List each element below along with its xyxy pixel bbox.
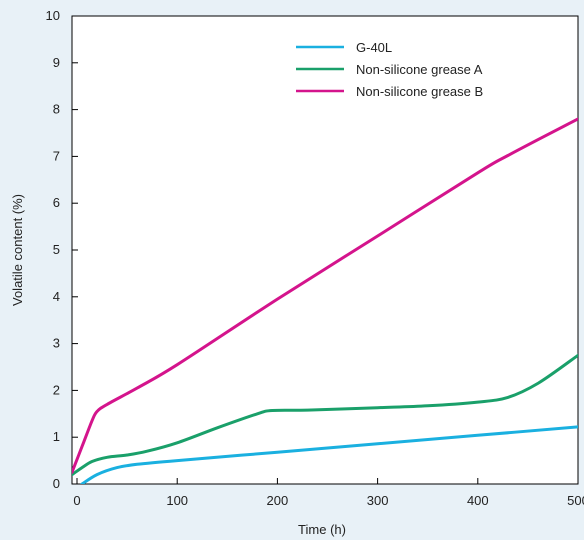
x-tick-label: 200 xyxy=(267,493,289,508)
legend-label: Non-silicone grease A xyxy=(356,62,483,77)
x-tick-label: 100 xyxy=(166,493,188,508)
y-tick-label: 2 xyxy=(53,382,60,397)
x-tick-label: 300 xyxy=(367,493,389,508)
y-tick-label: 3 xyxy=(53,336,60,351)
series-line-1 xyxy=(80,425,578,484)
series-line-3 xyxy=(72,117,578,474)
series-lines xyxy=(72,117,578,484)
x-tick-label: 400 xyxy=(467,493,489,508)
x-axis-label: Time (h) xyxy=(298,522,346,537)
y-tick-label: 9 xyxy=(53,55,60,70)
x-tick-label: 500 xyxy=(567,493,584,508)
plot-frame xyxy=(71,15,579,485)
legend: G-40L Non-silicone grease A Non-silicone g… xyxy=(296,40,483,99)
axis-ticks: 0123456789100100200300400500 xyxy=(46,8,584,508)
y-tick-label: 7 xyxy=(53,148,60,163)
y-tick-label: 8 xyxy=(53,102,60,117)
y-tick-label: 4 xyxy=(53,289,60,304)
y-tick-label: 6 xyxy=(53,195,60,210)
y-tick-label: 5 xyxy=(53,242,60,257)
plot-area xyxy=(71,15,579,485)
x-tick-label: 0 xyxy=(73,493,80,508)
y-tick-label: 0 xyxy=(53,476,60,491)
legend-label: Non-silicone grease B xyxy=(356,84,483,99)
y-tick-label: 10 xyxy=(46,8,60,23)
y-tick-label: 1 xyxy=(53,429,60,444)
y-axis-label: Volatile content (%) xyxy=(10,194,25,306)
series-line-2 xyxy=(72,353,578,477)
legend-label: G-40L xyxy=(356,40,392,55)
